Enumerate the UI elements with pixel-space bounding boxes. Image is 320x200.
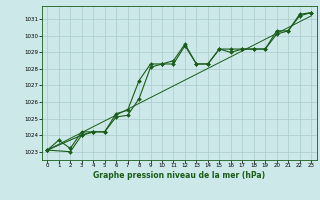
X-axis label: Graphe pression niveau de la mer (hPa): Graphe pression niveau de la mer (hPa) <box>93 171 265 180</box>
